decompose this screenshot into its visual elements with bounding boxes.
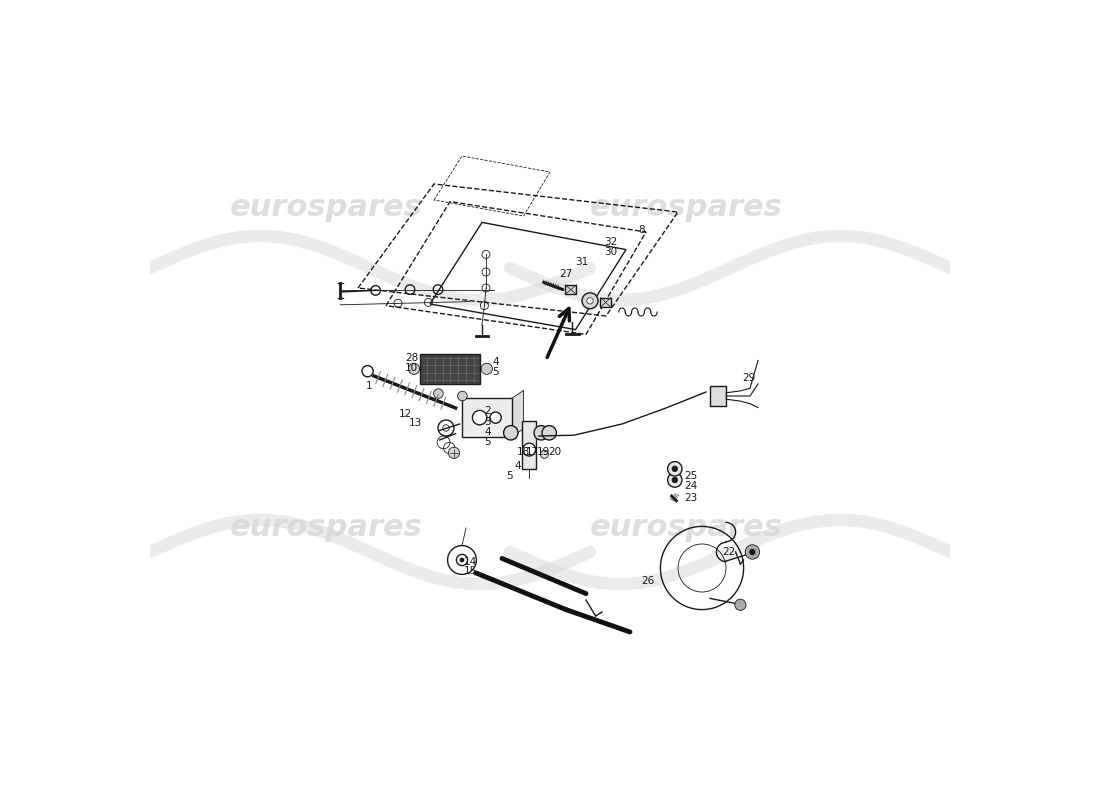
Circle shape [490, 412, 502, 423]
Circle shape [534, 426, 549, 440]
Text: 10: 10 [405, 363, 418, 373]
Circle shape [672, 477, 678, 483]
Circle shape [745, 545, 760, 559]
Circle shape [481, 363, 493, 374]
Text: 4: 4 [492, 357, 498, 366]
Text: 26: 26 [640, 576, 654, 586]
Circle shape [458, 391, 468, 401]
Text: 4: 4 [515, 461, 521, 470]
Circle shape [540, 450, 549, 458]
Text: 32: 32 [604, 237, 618, 246]
Circle shape [672, 466, 678, 472]
Text: 1: 1 [366, 381, 373, 390]
Bar [601, 298, 610, 307]
Text: 30: 30 [604, 247, 617, 257]
Circle shape [668, 462, 682, 476]
Text: 27: 27 [560, 269, 573, 278]
Circle shape [449, 447, 460, 458]
Text: 5: 5 [484, 438, 491, 447]
Text: 19: 19 [537, 447, 550, 457]
Text: 8: 8 [638, 226, 645, 235]
Text: 2: 2 [484, 406, 491, 416]
Text: 20: 20 [549, 447, 561, 457]
Circle shape [522, 443, 536, 456]
Bar [710, 386, 726, 406]
Text: 25: 25 [684, 471, 697, 481]
Text: 24: 24 [684, 482, 697, 491]
Text: eurospares: eurospares [590, 194, 782, 222]
Text: 13: 13 [409, 418, 422, 428]
Circle shape [735, 599, 746, 610]
Circle shape [582, 293, 598, 309]
Circle shape [586, 298, 593, 304]
Text: 12: 12 [399, 409, 412, 418]
Text: eurospares: eurospares [590, 514, 782, 542]
Bar [462, 398, 512, 437]
Text: 31: 31 [575, 258, 589, 267]
Circle shape [542, 426, 557, 440]
Circle shape [408, 363, 419, 374]
Bar [522, 421, 537, 469]
Text: 15: 15 [463, 566, 477, 576]
Text: 22: 22 [722, 547, 735, 557]
Text: 4: 4 [484, 427, 491, 437]
Text: eurospares: eurospares [230, 194, 422, 222]
Circle shape [668, 473, 682, 487]
Text: 18: 18 [516, 447, 530, 457]
Text: 28: 28 [405, 353, 418, 362]
Circle shape [433, 389, 443, 398]
Circle shape [504, 426, 518, 440]
Text: 5: 5 [506, 471, 513, 481]
Text: 29: 29 [742, 373, 756, 382]
Circle shape [460, 558, 464, 562]
Bar [565, 285, 576, 294]
Polygon shape [512, 390, 524, 437]
Text: 14: 14 [463, 557, 477, 566]
Text: eurospares: eurospares [230, 514, 422, 542]
Bar [420, 354, 481, 384]
Text: 5: 5 [492, 367, 498, 377]
Text: 17: 17 [526, 447, 539, 457]
Circle shape [749, 549, 756, 555]
Text: 23: 23 [684, 493, 697, 502]
Circle shape [472, 410, 487, 425]
Text: 3: 3 [484, 417, 491, 426]
